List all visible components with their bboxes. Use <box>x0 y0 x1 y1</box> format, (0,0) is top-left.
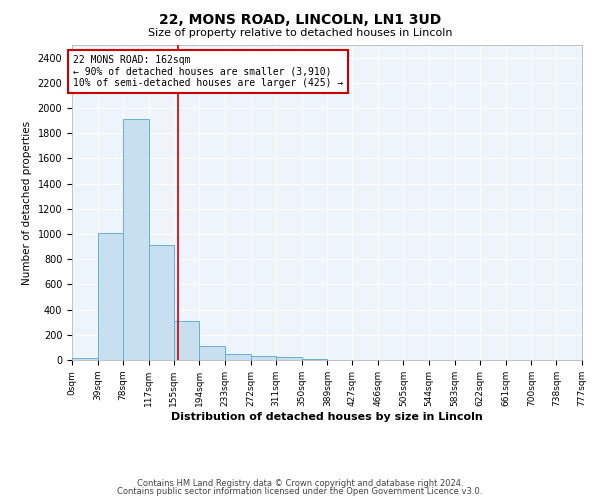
Bar <box>199 346 225 360</box>
Bar <box>98 232 123 360</box>
Bar <box>149 246 175 360</box>
Text: Size of property relative to detached houses in Lincoln: Size of property relative to detached ho… <box>148 28 452 38</box>
Bar <box>302 359 328 360</box>
X-axis label: Distribution of detached houses by size in Lincoln: Distribution of detached houses by size … <box>171 412 483 422</box>
Text: 22 MONS ROAD: 162sqm
← 90% of detached houses are smaller (3,910)
10% of semi-de: 22 MONS ROAD: 162sqm ← 90% of detached h… <box>73 55 344 88</box>
Bar <box>123 120 149 360</box>
Bar <box>174 321 199 360</box>
Y-axis label: Number of detached properties: Number of detached properties <box>22 120 32 284</box>
Bar <box>276 358 302 360</box>
Bar <box>251 356 276 360</box>
Bar <box>225 354 251 360</box>
Bar <box>72 358 98 360</box>
Text: 22, MONS ROAD, LINCOLN, LN1 3UD: 22, MONS ROAD, LINCOLN, LN1 3UD <box>159 12 441 26</box>
Text: Contains HM Land Registry data © Crown copyright and database right 2024.: Contains HM Land Registry data © Crown c… <box>137 478 463 488</box>
Text: Contains public sector information licensed under the Open Government Licence v3: Contains public sector information licen… <box>118 488 482 496</box>
